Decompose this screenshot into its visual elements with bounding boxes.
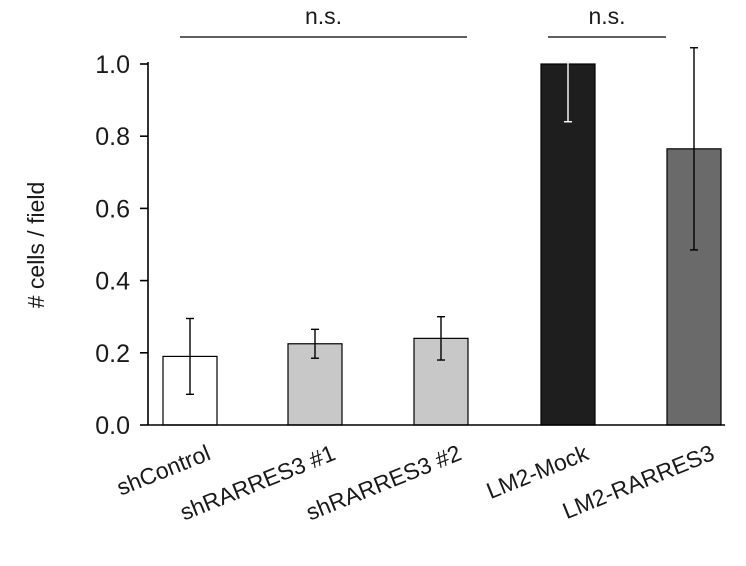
error-bar-2 bbox=[437, 316, 445, 361]
significance-label: n.s. bbox=[305, 3, 342, 29]
significance-label: n.s. bbox=[588, 3, 625, 29]
error-bars bbox=[186, 5, 698, 396]
y-tick-label: 0.4 bbox=[95, 268, 130, 296]
y-tick-label: 0.8 bbox=[95, 123, 130, 151]
error-bar-0 bbox=[186, 317, 194, 396]
y-axis: 0.0 0.2 0.4 0.6 0.8 1.0 bbox=[95, 51, 149, 440]
bar-3 bbox=[540, 63, 596, 426]
y-tick-label: 0.6 bbox=[95, 195, 130, 223]
significance-0: n.s. bbox=[180, 3, 467, 38]
error-bar-1 bbox=[311, 328, 319, 359]
y-tick-label: 0.0 bbox=[95, 412, 130, 440]
y-tick-label: 0.2 bbox=[95, 340, 130, 368]
error-bar-3 bbox=[564, 5, 572, 123]
y-tick-label: 1.0 bbox=[95, 51, 130, 79]
y-axis-label: # cells / field bbox=[23, 182, 49, 309]
bars bbox=[148, 63, 725, 426]
error-bar-4 bbox=[690, 47, 698, 251]
significance-1: n.s. bbox=[548, 3, 666, 38]
significance-annotations: n.s. n.s. bbox=[180, 3, 666, 38]
